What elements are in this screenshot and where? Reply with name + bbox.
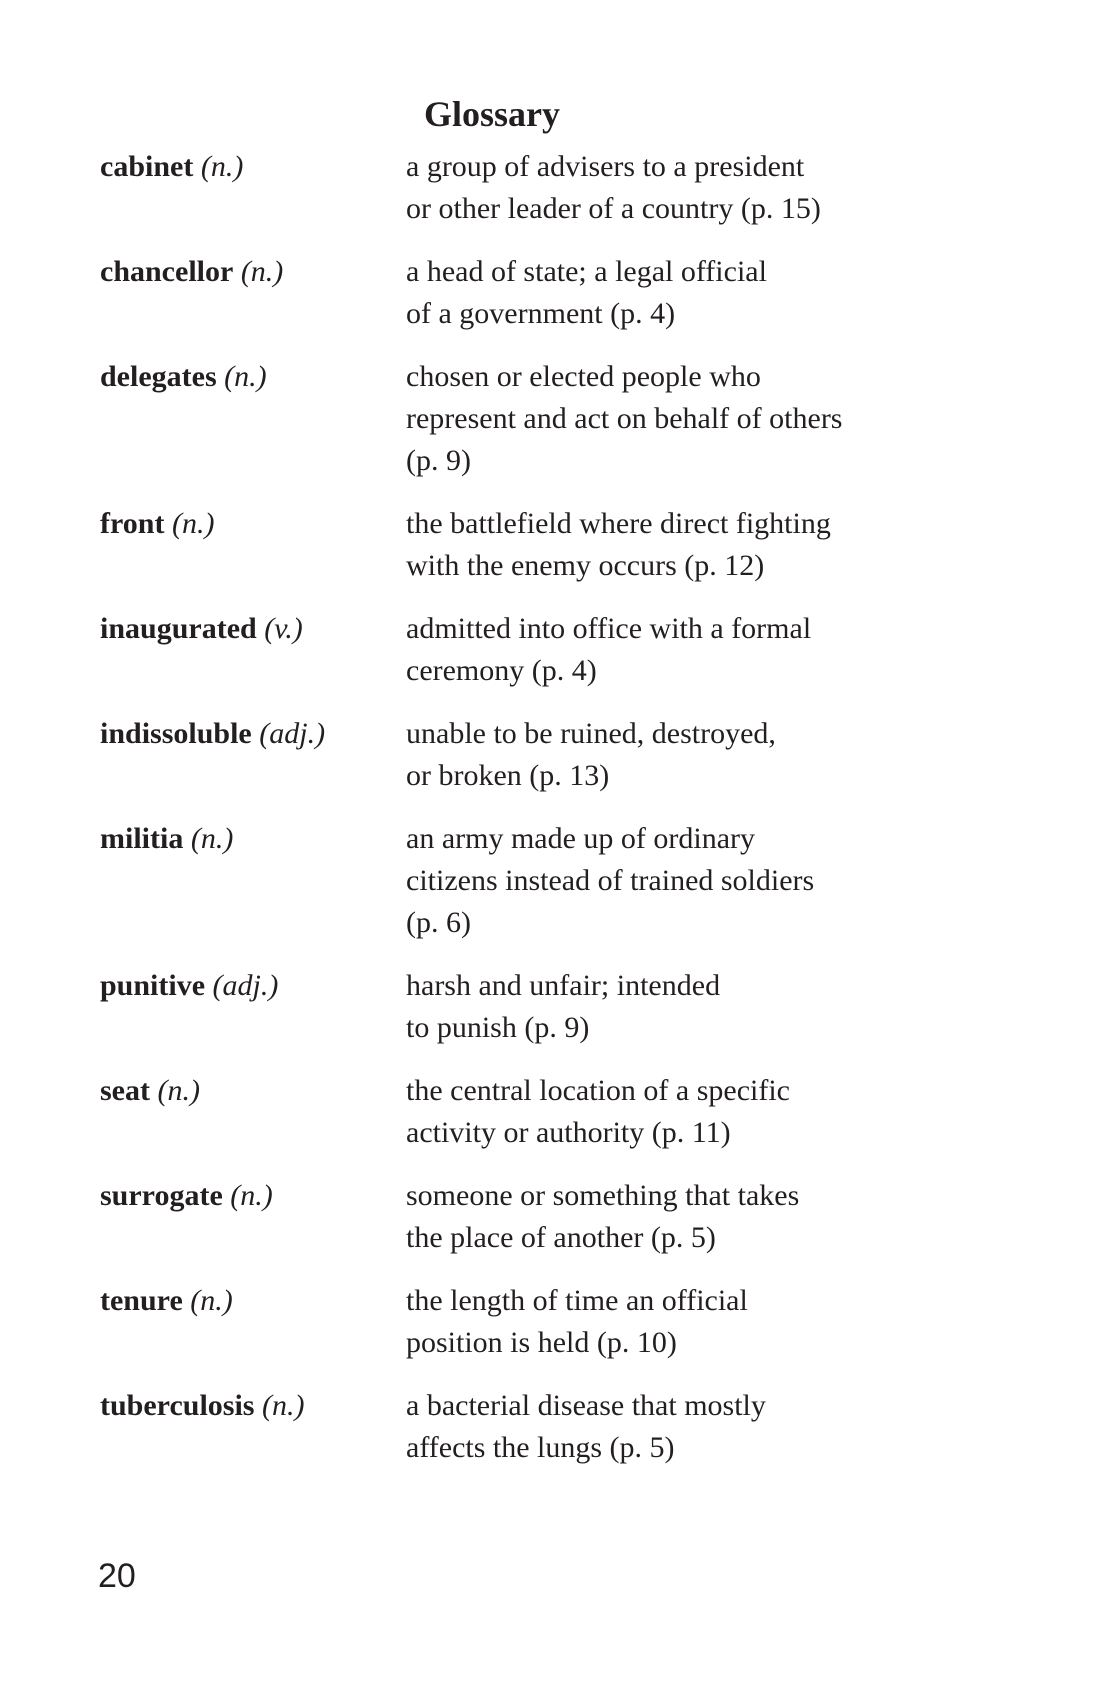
term-word: cabinet bbox=[100, 150, 193, 183]
glossary-entry: seat (n.) the central location of a speci… bbox=[100, 1070, 980, 1154]
glossary-term: punitive (adj.) bbox=[100, 965, 406, 1007]
definition-line: the length of time an official bbox=[406, 1280, 980, 1322]
part-of-speech: (n.) bbox=[262, 1389, 304, 1422]
glossary-entry: cabinet (n.) a group of advisers to a pre… bbox=[100, 146, 980, 230]
glossary-entry: delegates (n.) chosen or elected people w… bbox=[100, 356, 980, 482]
definition-line: (p. 6) bbox=[406, 902, 980, 944]
glossary-definition: admitted into office with a formal ceremo… bbox=[406, 608, 980, 692]
part-of-speech: (v.) bbox=[264, 612, 303, 645]
definition-line: activity or authority (p. 11) bbox=[406, 1112, 980, 1154]
glossary-definition: the length of time an official position i… bbox=[406, 1280, 980, 1364]
page-title: Glossary bbox=[424, 86, 560, 142]
glossary-term: surrogate (n.) bbox=[100, 1175, 406, 1217]
term-word: front bbox=[100, 507, 164, 540]
term-word: inaugurated bbox=[100, 612, 257, 645]
part-of-speech: (n.) bbox=[201, 150, 243, 183]
glossary-definition: chosen or elected people who represent an… bbox=[406, 356, 980, 482]
definition-line: admitted into office with a formal bbox=[406, 608, 980, 650]
part-of-speech: (adj.) bbox=[259, 717, 325, 750]
glossary-entry: tuberculosis (n.) a bacterial disease tha… bbox=[100, 1385, 980, 1469]
glossary-definition: the battlefield where direct fighting wit… bbox=[406, 503, 980, 587]
glossary-term: indissoluble (adj.) bbox=[100, 713, 406, 755]
glossary-term: tuberculosis (n.) bbox=[100, 1385, 406, 1427]
part-of-speech: (n.) bbox=[224, 360, 266, 393]
glossary-term: front (n.) bbox=[100, 503, 406, 545]
term-word: tenure bbox=[100, 1284, 183, 1317]
definition-line: (p. 9) bbox=[406, 440, 980, 482]
part-of-speech: (n.) bbox=[241, 255, 283, 288]
definition-line: of a government (p. 4) bbox=[406, 293, 980, 335]
definition-line: the place of another (p. 5) bbox=[406, 1217, 980, 1259]
glossary-definition: someone or something that takes the place… bbox=[406, 1175, 980, 1259]
glossary-term: seat (n.) bbox=[100, 1070, 406, 1112]
glossary-definition: harsh and unfair; intended to punish (p. … bbox=[406, 965, 980, 1049]
glossary-term: militia (n.) bbox=[100, 818, 406, 860]
glossary-term: delegates (n.) bbox=[100, 356, 406, 398]
term-word: indissoluble bbox=[100, 717, 252, 750]
definition-line: the battlefield where direct fighting bbox=[406, 503, 980, 545]
glossary-entry: tenure (n.) the length of time an officia… bbox=[100, 1280, 980, 1364]
glossary-term: cabinet (n.) bbox=[100, 146, 406, 188]
glossary-definition: a head of state; a legal official of a go… bbox=[406, 251, 980, 335]
part-of-speech: (n.) bbox=[190, 1284, 232, 1317]
glossary-entry: militia (n.) an army made up of ordinary c… bbox=[100, 818, 980, 944]
glossary-definition: the central location of a specific activi… bbox=[406, 1070, 980, 1154]
definition-line: or broken (p. 13) bbox=[406, 755, 980, 797]
part-of-speech: (n.) bbox=[230, 1179, 272, 1212]
term-word: surrogate bbox=[100, 1179, 223, 1212]
glossary-entry: front (n.) the battlefield where direct f… bbox=[100, 503, 980, 587]
glossary-term: chancellor (n.) bbox=[100, 251, 406, 293]
glossary-entry: inaugurated (v.) admitted into office wit… bbox=[100, 608, 980, 692]
definition-line: a head of state; a legal official bbox=[406, 251, 980, 293]
glossary-definition: unable to be ruined, destroyed, or broken… bbox=[406, 713, 980, 797]
definition-line: a bacterial disease that mostly bbox=[406, 1385, 980, 1427]
part-of-speech: (n.) bbox=[191, 822, 233, 855]
definition-line: to punish (p. 9) bbox=[406, 1007, 980, 1049]
definition-line: position is held (p. 10) bbox=[406, 1322, 980, 1364]
term-word: seat bbox=[100, 1074, 150, 1107]
glossary-term: inaugurated (v.) bbox=[100, 608, 406, 650]
term-word: punitive bbox=[100, 969, 205, 1002]
term-word: tuberculosis bbox=[100, 1389, 254, 1422]
definition-line: chosen or elected people who bbox=[406, 356, 980, 398]
definition-line: or other leader of a country (p. 15) bbox=[406, 188, 980, 230]
definition-line: a group of advisers to a president bbox=[406, 146, 980, 188]
definition-line: harsh and unfair; intended bbox=[406, 965, 980, 1007]
definition-line: unable to be ruined, destroyed, bbox=[406, 713, 980, 755]
definition-line: affects the lungs (p. 5) bbox=[406, 1427, 980, 1469]
glossary-definition: an army made up of ordinary citizens inst… bbox=[406, 818, 980, 944]
glossary-list: cabinet (n.) a group of advisers to a pre… bbox=[100, 146, 980, 1490]
glossary-entry: indissoluble (adj.) unable to be ruined, … bbox=[100, 713, 980, 797]
glossary-entry: surrogate (n.) someone or something that … bbox=[100, 1175, 980, 1259]
definition-line: represent and act on behalf of others bbox=[406, 398, 980, 440]
glossary-entry: punitive (adj.) harsh and unfair; intende… bbox=[100, 965, 980, 1049]
part-of-speech: (adj.) bbox=[213, 969, 279, 1002]
definition-line: ceremony (p. 4) bbox=[406, 650, 980, 692]
glossary-term: tenure (n.) bbox=[100, 1280, 406, 1322]
term-word: militia bbox=[100, 822, 183, 855]
definition-line: with the enemy occurs (p. 12) bbox=[406, 545, 980, 587]
definition-line: someone or something that takes bbox=[406, 1175, 980, 1217]
definition-line: an army made up of ordinary bbox=[406, 818, 980, 860]
term-word: delegates bbox=[100, 360, 217, 393]
page-number: 20 bbox=[98, 1554, 136, 1598]
glossary-definition: a group of advisers to a president or oth… bbox=[406, 146, 980, 230]
definition-line: the central location of a specific bbox=[406, 1070, 980, 1112]
part-of-speech: (n.) bbox=[157, 1074, 199, 1107]
glossary-definition: a bacterial disease that mostly affects t… bbox=[406, 1385, 980, 1469]
definition-line: citizens instead of trained soldiers bbox=[406, 860, 980, 902]
term-word: chancellor bbox=[100, 255, 233, 288]
glossary-entry: chancellor (n.) a head of state; a legal … bbox=[100, 251, 980, 335]
part-of-speech: (n.) bbox=[172, 507, 214, 540]
